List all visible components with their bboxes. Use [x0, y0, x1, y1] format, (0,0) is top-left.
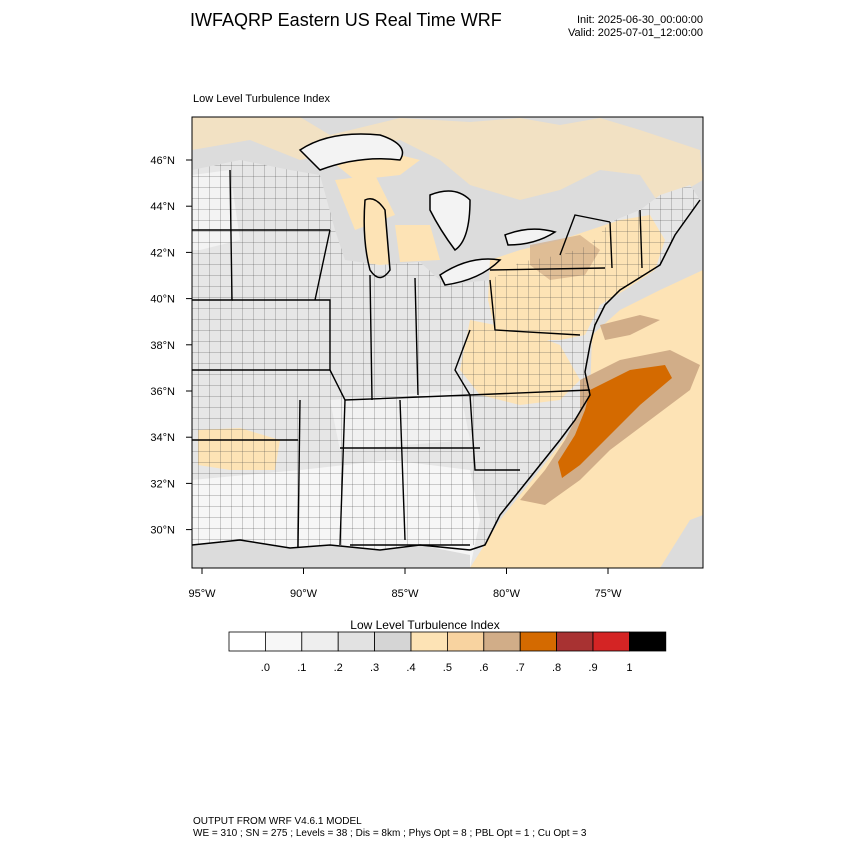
legend-tick-label: .1: [297, 662, 307, 674]
lake-huron: [430, 191, 470, 250]
map-field: [192, 117, 703, 568]
lake-superior: [300, 134, 403, 170]
latitude-axis: 46°N 44°N 42°N 40°N 38°N 36°N 34°N 32°N 30°N: [150, 155, 192, 537]
legend-title: Low Level Turbulence Index: [350, 618, 500, 632]
legend-swatch: [228, 631, 266, 652]
legend-swatch: [374, 631, 412, 652]
lat-tick-label: 46°N: [150, 155, 175, 167]
panel-title: Low Level Turbulence Index: [193, 93, 330, 105]
legend-colorbar: [228, 631, 667, 652]
lat-tick-label: 34°N: [150, 432, 175, 444]
legend-swatch: [264, 631, 303, 652]
field-atlantic-orange: [558, 365, 672, 478]
legend-tick-label: .0: [260, 662, 270, 674]
legend-swatch: [592, 631, 630, 652]
map-frame: [191, 116, 704, 569]
legend-tick-label: .3: [370, 662, 380, 674]
lake-ontario: [505, 229, 555, 245]
legend-tick-label: .8: [552, 662, 562, 674]
legend-swatch: [556, 631, 594, 652]
legend-tick-label: .5: [442, 662, 452, 674]
state-boundaries: [192, 169, 643, 549]
run-info: Init: 2025-06-30_00:00:00 Valid: 2025-07…: [568, 14, 703, 40]
legend-tick-label: .6: [479, 662, 489, 674]
lat-tick-label: 44°N: [150, 201, 175, 213]
legend-swatch: [629, 631, 667, 652]
lat-tick-label: 30°N: [150, 525, 175, 537]
longitude-axis: 95°W 90°W 85°W 80°W 75°W: [188, 568, 622, 600]
footer-line-1: OUTPUT FROM WRF V4.6.1 MODEL: [193, 816, 362, 827]
valid-time: Valid: 2025-07-01_12:00:00: [568, 27, 703, 39]
field-atlantic-grey: [660, 515, 703, 568]
legend-tick-label: .9: [588, 662, 598, 674]
legend-labels: .0 .1 .2 .3 .4 .5 .6 .7 .8 .9 1: [0, 662, 850, 678]
legend-tick-label: .2: [333, 662, 343, 674]
lon-tick-label: 75°W: [594, 588, 622, 600]
lon-tick-label: 90°W: [290, 588, 318, 600]
legend-swatch: [301, 631, 339, 652]
legend-tick-label: .4: [406, 662, 416, 674]
field-atlantic-dark-band: [600, 315, 660, 340]
footer-line-2: WE = 310 ; SN = 275 ; Levels = 38 ; Dis …: [193, 828, 587, 839]
lat-tick-label: 36°N: [150, 386, 175, 398]
field-canada-tan: [192, 117, 703, 205]
main-title: IWFAQRP Eastern US Real Time WRF: [190, 10, 502, 30]
lon-tick-label: 85°W: [391, 588, 419, 600]
lon-tick-label: 95°W: [188, 588, 216, 600]
legend-swatch: [483, 631, 521, 652]
gulf-water: [192, 540, 470, 568]
lat-tick-label: 32°N: [150, 478, 175, 490]
lon-tick-label: 80°W: [493, 588, 521, 600]
lake-erie: [440, 259, 500, 285]
lat-tick-label: 38°N: [150, 340, 175, 352]
county-boundaries: [192, 160, 700, 550]
field-mi-tan: [395, 225, 440, 262]
legend-swatch: [410, 631, 448, 652]
legend-swatch: [337, 631, 376, 652]
init-time: Init: 2025-06-30_00:00:00: [577, 14, 703, 26]
legend-tick-label: 1: [626, 662, 633, 674]
legend-swatch: [519, 631, 558, 652]
lat-tick-label: 42°N: [150, 247, 175, 259]
model-footer: OUTPUT FROM WRF V4.6.1 MODEL WE = 310 ; …: [193, 816, 586, 840]
legend-swatch: [446, 631, 485, 652]
legend-tick-label: .7: [515, 662, 525, 674]
coastlines: [192, 133, 701, 551]
lat-tick-label: 40°N: [150, 294, 175, 306]
